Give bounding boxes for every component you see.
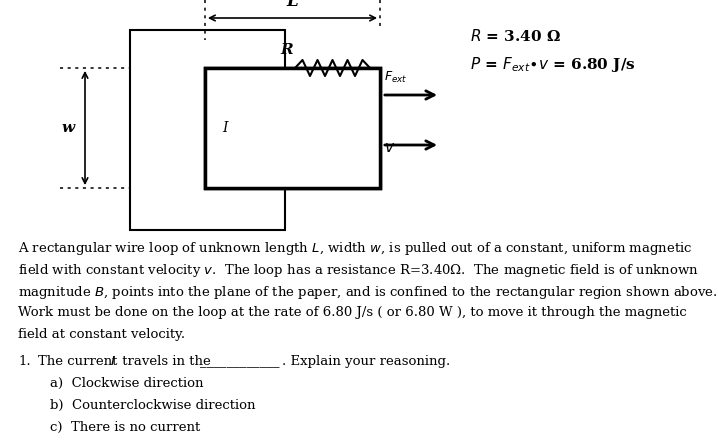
Text: travels in the: travels in the: [118, 355, 211, 368]
Text: $\mathit{R}$ = 3.40 Ω: $\mathit{R}$ = 3.40 Ω: [470, 28, 561, 44]
Bar: [205, 68, 380, 188]
Text: 1.: 1.: [18, 355, 31, 368]
Bar: [205, 68, 380, 188]
Text: a)  Clockwise direction: a) Clockwise direction: [50, 377, 203, 390]
Text: c)  There is no current: c) There is no current: [50, 421, 200, 434]
Text: The current: The current: [38, 355, 121, 368]
Text: field with constant velocity $\mathit{v}$.  The loop has a resistance R=3.40Ω.  : field with constant velocity $\mathit{v}…: [18, 262, 699, 279]
Bar: [130, 30, 285, 230]
Text: w: w: [62, 121, 75, 135]
Text: $\mathit{P}$ = $\mathit{F}_{ext}$$\bullet$$\mathit{v}$ = 6.80 J/s: $\mathit{P}$ = $\mathit{F}_{ext}$$\bulle…: [470, 55, 635, 74]
Text: L: L: [286, 0, 299, 10]
Text: ____________: ____________: [200, 355, 279, 368]
Text: field at constant velocity.: field at constant velocity.: [18, 328, 185, 341]
Text: magnitude $\mathit{B}$, points into the plane of the paper, and is confined to t: magnitude $\mathit{B}$, points into the …: [18, 284, 718, 301]
Text: Work must be done on the loop at the rate of 6.80 J/s ( or 6.80 W ), to move it : Work must be done on the loop at the rat…: [18, 306, 686, 319]
Text: $\mathit{I}$: $\mathit{I}$: [110, 355, 116, 368]
Text: A rectangular wire loop of unknown length $\mathit{L}$, width $\mathit{w}$, is p: A rectangular wire loop of unknown lengt…: [18, 240, 693, 257]
Text: $\mathit{F}_{ext}$: $\mathit{F}_{ext}$: [384, 70, 407, 85]
Text: b)  Counterclockwise direction: b) Counterclockwise direction: [50, 399, 256, 412]
Text: . Explain your reasoning.: . Explain your reasoning.: [282, 355, 450, 368]
Text: R: R: [280, 43, 293, 57]
Text: I: I: [223, 121, 228, 135]
Text: $\mathit{v}$: $\mathit{v}$: [384, 141, 395, 155]
